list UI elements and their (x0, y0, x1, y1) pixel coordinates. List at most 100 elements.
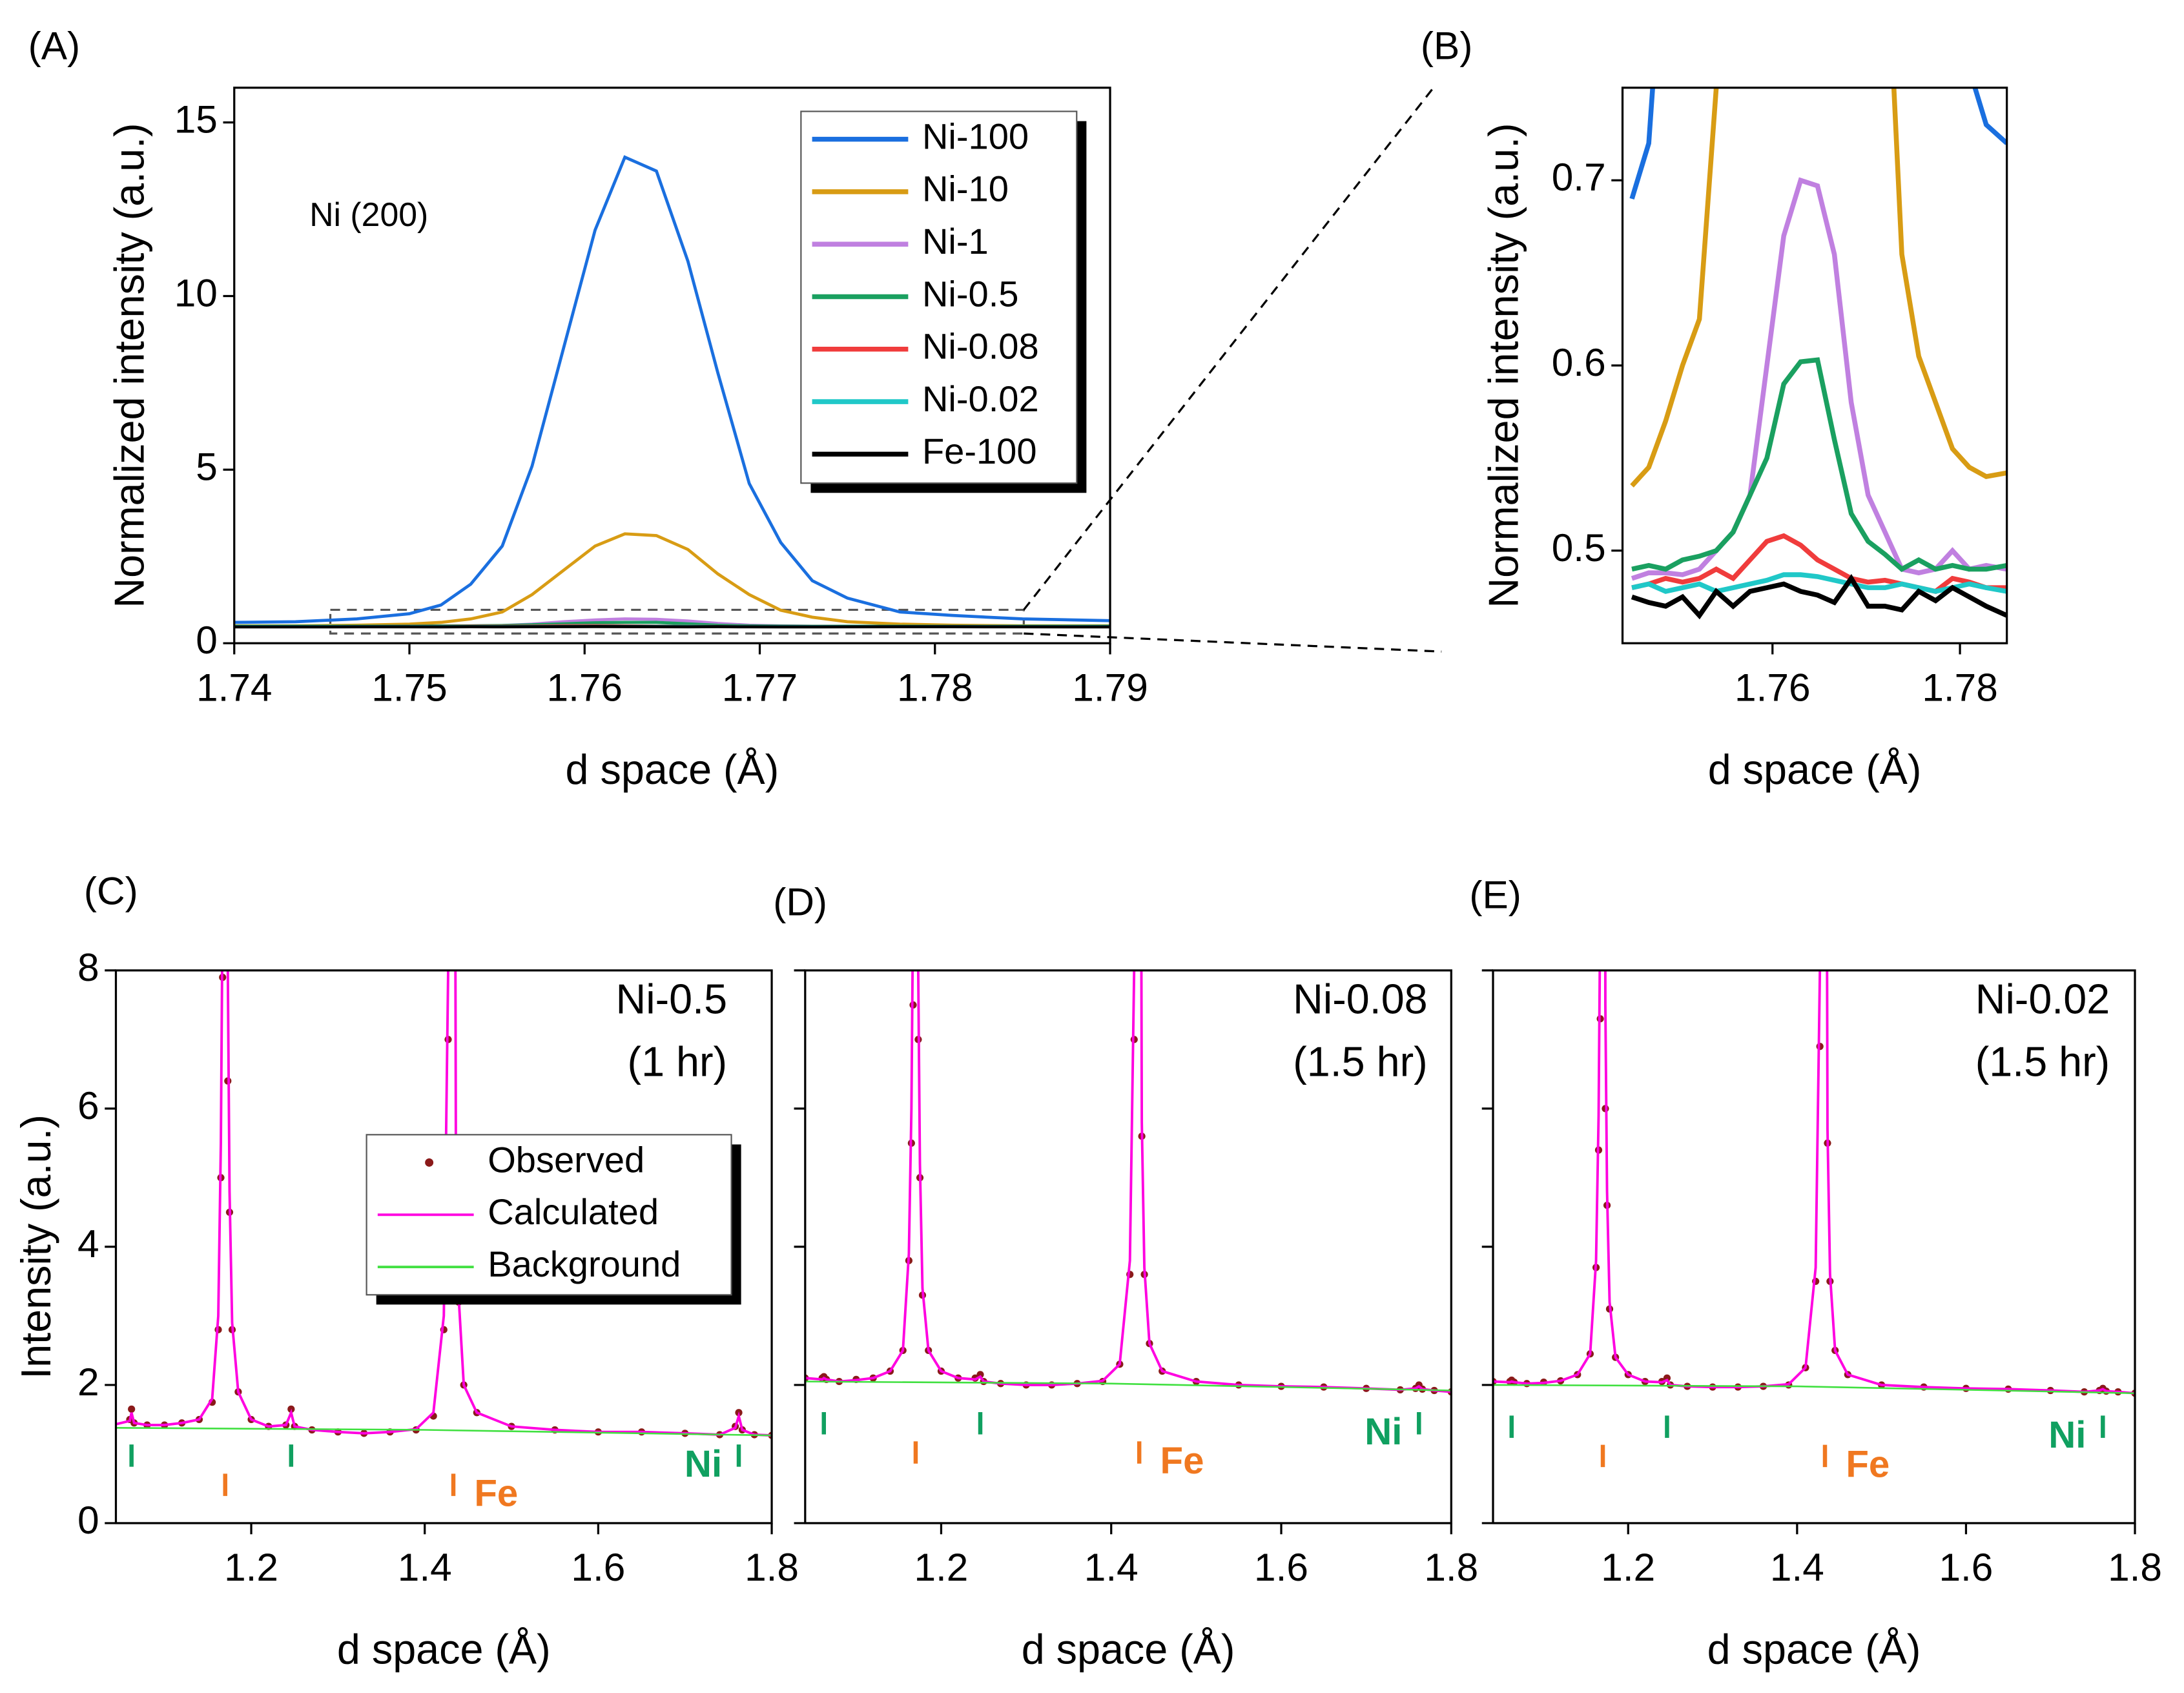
y-tick-label: 0.7 (1552, 155, 1606, 199)
y-tick-label: 0.6 (1552, 340, 1606, 384)
y-tick-label: 8 (77, 945, 99, 989)
series-line (234, 625, 1111, 629)
panel: (E) 1.2 1.4 1.6 1.8 d space (Å) Ni Fe Ni-0.02 (1.… (1469, 0, 2162, 1673)
y-tick-label: 10 (174, 271, 218, 314)
series-line (1631, 573, 2007, 620)
x-axis-title: d space (Å) (1708, 746, 1922, 793)
y-tick-label: 0 (196, 618, 218, 662)
x-tick-label: 1.2 (1601, 1545, 1655, 1589)
series-line (1631, 572, 2007, 594)
zoom-connector (1024, 632, 1442, 653)
legend-marker (425, 1158, 434, 1167)
y-tick-label: 5 (196, 444, 218, 488)
series-line (1493, 970, 2136, 1395)
phase-label: Fe (1846, 1444, 1890, 1486)
data-point (1135, 0, 1142, 6)
plot-area (1493, 0, 2136, 1397)
x-tick-label: 1.8 (1424, 1545, 1478, 1589)
series-line (116, 1427, 772, 1437)
x-tick-label: 1.6 (1939, 1545, 1993, 1589)
x-axis-title: d space (Å) (1707, 1626, 1921, 1673)
panel: (B) 0.5 0.6 0.7 1.76 1.78d space (Å) Normalize… (1421, 23, 2008, 793)
phase-label: Ni (1365, 1411, 1402, 1453)
legend-label: Fe-100 (922, 431, 1037, 471)
plot-frame (233, 87, 1111, 644)
x-tick-label: 1.76 (1735, 665, 1810, 709)
data-point (1822, 690, 1829, 697)
y-tick-label: 0 (77, 1498, 99, 1542)
data-point (1820, 0, 1828, 6)
data-point (222, 552, 229, 559)
phase-label: Ni (2048, 1414, 2086, 1456)
data-point (449, 0, 456, 6)
y-tick-label: 15 (174, 97, 218, 141)
plot-area (805, 0, 1452, 1396)
x-tick-label: 1.4 (1084, 1545, 1138, 1589)
data-point (913, 552, 920, 559)
plot-frame (114, 969, 773, 1524)
y-axis-title: Normalized intensity (a.u.) (105, 123, 152, 608)
data-point (287, 1405, 295, 1413)
y-tick-label: 0.5 (1552, 526, 1606, 569)
annotation: (1.5 hr) (1975, 1038, 2110, 1085)
panel-label: (A) (28, 23, 80, 67)
panel: (D) 1.2 1.4 1.6 1.8 d space (Å) Ni Fe Ni-0.08 (1.… (773, 0, 1478, 1673)
x-tick-label: 1.2 (224, 1545, 278, 1589)
data-point (447, 138, 454, 145)
x-axis-title: d space (Å) (1022, 1626, 1235, 1673)
annotation: (1 hr) (628, 1038, 728, 1085)
legend-label: Calculated (488, 1191, 659, 1232)
zoom-connector (1023, 85, 1436, 611)
plot-frame (1492, 969, 2136, 1524)
x-tick-label: 1.6 (1254, 1545, 1308, 1589)
data-point (1133, 138, 1140, 145)
data-point (1598, 483, 1605, 490)
plot-area (1629, 87, 2007, 620)
panel-label: (B) (1421, 23, 1472, 67)
annotation: Ni (200) (309, 196, 428, 233)
x-tick-label: 1.8 (2108, 1545, 2162, 1589)
data-point (128, 1405, 136, 1413)
legend-label: Observed (488, 1139, 644, 1180)
plot-frame (804, 969, 1452, 1524)
panel-label: (C) (84, 868, 138, 912)
x-axis-title: d space (Å) (566, 746, 779, 793)
y-tick-label: 4 (77, 1222, 99, 1266)
series-line (805, 1380, 1452, 1391)
legend-label: Ni-10 (922, 169, 1009, 209)
panel-label: (E) (1469, 873, 1521, 917)
legend-label: Background (488, 1244, 681, 1284)
y-tick-label: 2 (77, 1360, 99, 1404)
panel: (C) 0 2 4 6 8 1.2 1.4 1.6 1.8 d space (Å) Intensity… (12, 0, 799, 1672)
data-point (1818, 138, 1826, 145)
plot-area (116, 0, 772, 1439)
x-tick-label: 1.4 (398, 1545, 452, 1589)
series-line (1493, 1384, 2136, 1395)
series-line (1631, 177, 2007, 581)
x-tick-label: 1.77 (722, 665, 798, 709)
annotation: Ni-0.5 (616, 976, 728, 1023)
data-point (221, 483, 228, 490)
plot-frame (1621, 87, 2008, 644)
y-axis-title: Normalized intensity (a.u.) (1480, 123, 1527, 608)
phase-label: Fe (1160, 1440, 1204, 1482)
phase-label: Ni (685, 1443, 722, 1485)
x-tick-label: 1.76 (547, 665, 623, 709)
x-tick-label: 1.4 (1770, 1545, 1824, 1589)
data-point (451, 690, 458, 697)
series-line (234, 532, 1111, 628)
x-tick-label: 1.78 (897, 665, 973, 709)
x-tick-label: 1.2 (914, 1545, 968, 1589)
plot-area (234, 155, 1111, 629)
panel: (A) 0 5 10 15 1.74 1.75 1.76 1.77 1.78 1.79 d space… (28, 23, 1148, 792)
phase-label: Fe (474, 1472, 518, 1514)
annotation: Ni-0.02 (1975, 976, 2110, 1023)
legend-label: Ni-0.5 (922, 273, 1019, 314)
series-line (234, 155, 1111, 624)
x-tick-label: 1.78 (1922, 665, 1997, 709)
annotation: (1.5 hr) (1293, 1038, 1427, 1085)
legend-label: Ni-0.02 (922, 378, 1039, 419)
legend-label: Ni-100 (922, 116, 1029, 156)
x-tick-label: 1.74 (196, 665, 272, 709)
